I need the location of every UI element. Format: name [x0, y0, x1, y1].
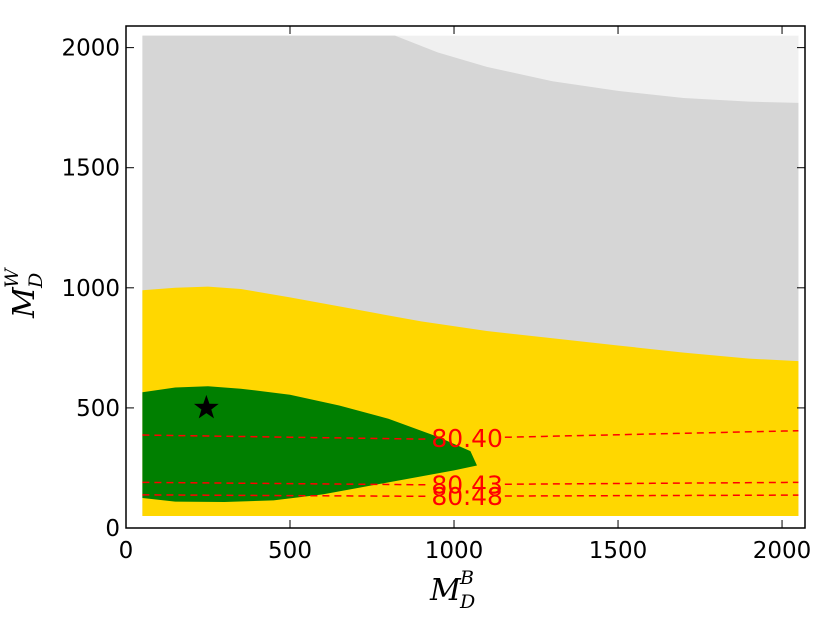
- x-tick-label: 1500: [589, 538, 648, 564]
- star-marker: [194, 394, 219, 419]
- x-axis-label: M: [429, 573, 462, 608]
- y-axis-label-main: M: [7, 286, 42, 319]
- y-axis-label-sup: W: [1, 267, 23, 288]
- contour-line-1-b: [504, 429, 799, 439]
- x-axis-label-main: M: [429, 573, 462, 608]
- contour-line-3-b: [504, 494, 799, 497]
- x-axis-label-sup: B: [459, 567, 474, 589]
- contour-label-1: 80.40: [431, 424, 503, 453]
- y-tick-label: 2000: [61, 36, 120, 62]
- region-green: [142, 386, 477, 503]
- x-tick-label: 500: [268, 538, 312, 564]
- y-axis-label: M W D: [1, 267, 47, 319]
- contour-label-2: 80.43: [431, 470, 503, 499]
- y-tick-label: 1500: [61, 156, 120, 182]
- y-tick-label: 0: [105, 516, 120, 542]
- y-axis-label-sub: D: [25, 273, 47, 289]
- x-tick-label: 2000: [753, 538, 812, 564]
- contour-line-2-b: [504, 481, 799, 485]
- x-axis-label-sub: D: [459, 591, 475, 613]
- y-tick-label: 500: [76, 396, 120, 422]
- contour-label-3: 80.48: [431, 482, 503, 511]
- x-tick-label: 1000: [425, 538, 484, 564]
- x-tick-label: 0: [119, 538, 134, 564]
- y-tick-label: 1000: [61, 276, 120, 302]
- plot-frame: [125, 25, 806, 529]
